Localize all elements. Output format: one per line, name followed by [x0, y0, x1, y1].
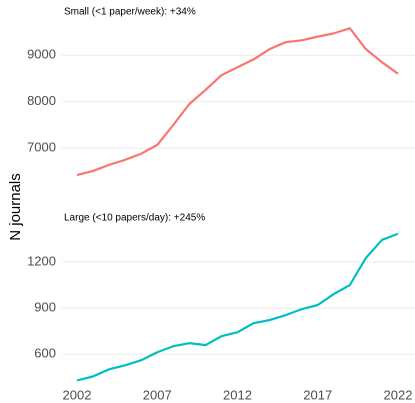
y-tick-label: 900 — [34, 300, 56, 315]
x-tick-label: 2012 — [223, 387, 252, 402]
y-tick-label: 8000 — [27, 93, 56, 108]
line — [76, 27, 399, 177]
y-tick-label: 600 — [34, 346, 56, 361]
y-tick-label: 7000 — [27, 140, 56, 155]
x-tick-label: 2007 — [143, 387, 172, 402]
y-tick-label: 9000 — [27, 47, 56, 62]
y-axis-label: N journals — [7, 173, 24, 241]
x-tick-label: 2022 — [384, 387, 413, 402]
line — [76, 232, 399, 382]
y-tick-label: 1200 — [27, 253, 56, 268]
x-tick-label: 2002 — [63, 387, 92, 402]
panel-annotation: Small (<1 paper/week): +34% — [64, 7, 196, 18]
x-tick-label: 2017 — [303, 387, 332, 402]
panel-annotation: Large (<10 papers/day): +245% — [64, 213, 205, 224]
